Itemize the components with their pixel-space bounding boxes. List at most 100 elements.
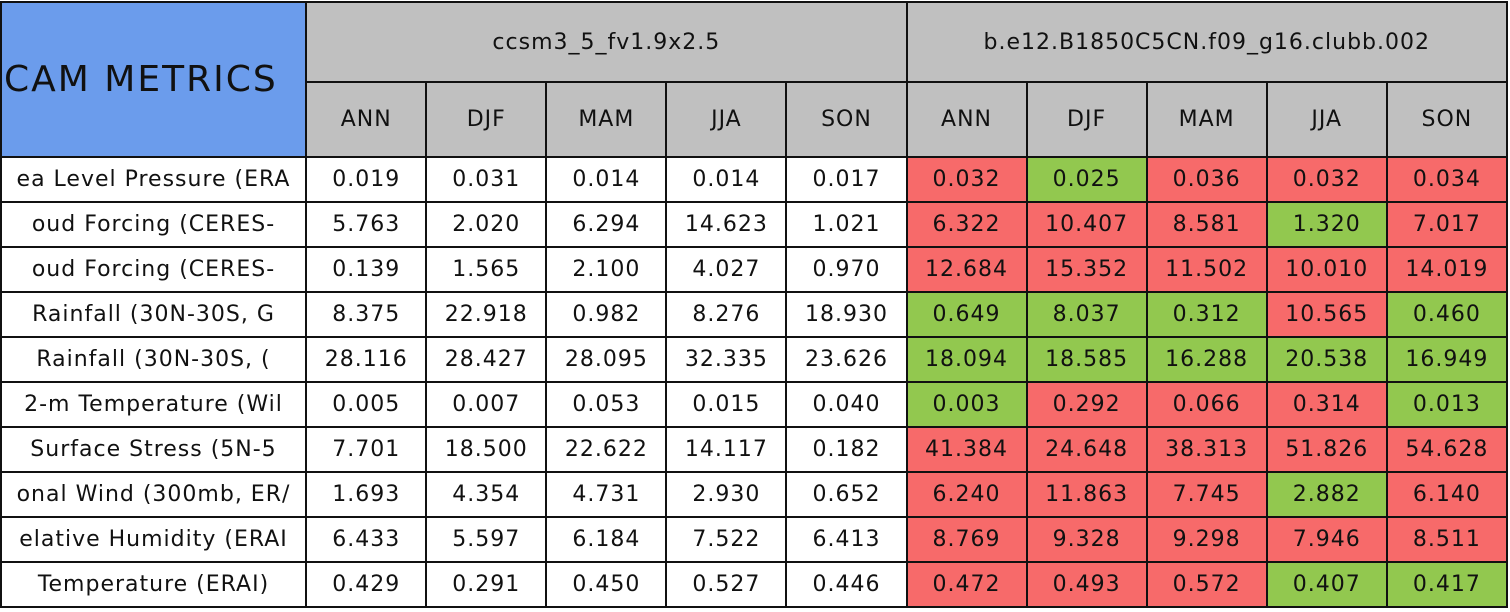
value-cell: 0.652 (785, 471, 908, 518)
value-cell: 0.472 (905, 561, 1028, 608)
value-cell: 0.407 (1265, 561, 1388, 608)
row-label: onal Wind (300mb, ER/ (16, 482, 291, 507)
value-cell: 0.460 (1385, 291, 1509, 338)
row-label: Temperature (ERAI) (37, 572, 270, 597)
value-cell: 1.565 (425, 246, 548, 293)
value-cell: 2.882 (1265, 471, 1388, 518)
value-cell: 0.053 (545, 381, 668, 428)
value-cell: 0.291 (425, 561, 548, 608)
value-cell: 2.100 (545, 246, 668, 293)
value-cell: 4.027 (665, 246, 788, 293)
value-cell: 41.384 (905, 426, 1028, 473)
value-cell: 22.622 (545, 426, 668, 473)
row-label: Rainfall (30N-30S, G (32, 302, 275, 327)
season-header: SON (785, 81, 908, 158)
value-cell: 6.140 (1385, 471, 1509, 518)
value-cell: 0.015 (665, 381, 788, 428)
value-cell: 28.116 (305, 336, 428, 383)
row-label: 2-m Temperature (Wil (24, 392, 283, 417)
data-row: Surface Stress (5N-5 7.701 18.500 22.622 14.… (0, 426, 1509, 473)
value-cell: 0.014 (665, 156, 788, 203)
value-cell: 0.040 (785, 381, 908, 428)
value-cell: 12.684 (905, 246, 1028, 293)
value-cell: 6.322 (905, 201, 1028, 248)
value-cell: 7.946 (1265, 516, 1388, 563)
value-cell: 28.427 (425, 336, 548, 383)
group-header: b.e12.B1850C5CN.f09_g16.clubb.002 (905, 1, 1508, 83)
value-cell: 2.930 (665, 471, 788, 518)
row-label-cell: ea Level Pressure (ERA (0, 156, 308, 203)
season-header: ANN (305, 81, 428, 158)
row-label-cell: Rainfall (30N-30S, G (0, 291, 308, 338)
value-cell: 0.312 (1145, 291, 1268, 338)
value-cell: 5.763 (305, 201, 428, 248)
row-label-cell: Surface Stress (5N-5 (0, 426, 308, 473)
value-cell: 0.013 (1385, 381, 1509, 428)
row-label-cell: oud Forcing (CERES- (0, 201, 308, 248)
row-label-cell: Rainfall (30N-30S, ( (0, 336, 308, 383)
data-row: oud Forcing (CERES- 0.139 1.565 2.100 4.027 0… (0, 246, 1509, 293)
season-header: MAM (545, 81, 668, 158)
value-cell: 11.502 (1145, 246, 1268, 293)
value-cell: 20.538 (1265, 336, 1388, 383)
value-cell: 2.020 (425, 201, 548, 248)
season-header: SON (1385, 81, 1509, 158)
data-row: oud Forcing (CERES- 5.763 2.020 6.294 14.623… (0, 201, 1509, 248)
value-cell: 16.288 (1145, 336, 1268, 383)
value-cell: 6.184 (545, 516, 668, 563)
value-cell: 10.010 (1265, 246, 1388, 293)
table-title: CAM METRICS (0, 1, 308, 158)
value-cell: 8.375 (305, 291, 428, 338)
data-row: elative Humidity (ERAI 6.433 5.597 6.184 7.5… (0, 516, 1509, 563)
value-cell: 54.628 (1385, 426, 1509, 473)
value-cell: 0.446 (785, 561, 908, 608)
value-cell: 0.017 (785, 156, 908, 203)
season-header: MAM (1145, 81, 1268, 158)
value-cell: 14.117 (665, 426, 788, 473)
data-row: Temperature (ERAI) 0.429 0.291 0.450 0.527 0.… (0, 561, 1509, 608)
value-cell: 8.037 (1025, 291, 1148, 338)
data-row: ea Level Pressure (ERA 0.019 0.031 0.014 0.0… (0, 156, 1509, 203)
value-cell: 14.019 (1385, 246, 1509, 293)
value-cell: 0.314 (1265, 381, 1388, 428)
value-cell: 18.585 (1025, 336, 1148, 383)
value-cell: 0.019 (305, 156, 428, 203)
row-label-cell: elative Humidity (ERAI (0, 516, 308, 563)
value-cell: 7.745 (1145, 471, 1268, 518)
value-cell: 0.493 (1025, 561, 1148, 608)
season-header: ANN (905, 81, 1028, 158)
value-cell: 28.095 (545, 336, 668, 383)
value-cell: 0.527 (665, 561, 788, 608)
value-cell: 1.021 (785, 201, 908, 248)
value-cell: 7.701 (305, 426, 428, 473)
value-cell: 8.511 (1385, 516, 1509, 563)
value-cell: 0.014 (545, 156, 668, 203)
value-cell: 1.320 (1265, 201, 1388, 248)
value-cell: 0.292 (1025, 381, 1148, 428)
value-cell: 51.826 (1265, 426, 1388, 473)
header-row: CAM METRICS ccsm3_5_fv1.9x2.5 b.e12.B1850C… (0, 1, 1508, 158)
data-row: 2-m Temperature (Wil 0.005 0.007 0.053 0.015… (0, 381, 1509, 428)
value-cell: 0.139 (305, 246, 428, 293)
value-cell: 7.522 (665, 516, 788, 563)
value-cell: 0.025 (1025, 156, 1148, 203)
value-cell: 18.930 (785, 291, 908, 338)
value-cell: 8.581 (1145, 201, 1268, 248)
season-row: ANN DJF MAM JJA SON ANN DJF MAM JJA SON (1, 81, 1509, 158)
value-cell: 6.294 (545, 201, 668, 248)
row-label: elative Humidity (ERAI (19, 527, 288, 552)
value-cell: 18.094 (905, 336, 1028, 383)
value-cell: 0.032 (905, 156, 1028, 203)
value-cell: 1.693 (305, 471, 428, 518)
value-cell: 15.352 (1025, 246, 1148, 293)
value-cell: 8.276 (665, 291, 788, 338)
value-cell: 14.623 (665, 201, 788, 248)
row-label-cell: onal Wind (300mb, ER/ (0, 471, 308, 518)
value-cell: 18.500 (425, 426, 548, 473)
group-header: ccsm3_5_fv1.9x2.5 (305, 1, 908, 83)
value-cell: 0.007 (425, 381, 548, 428)
value-cell: 22.918 (425, 291, 548, 338)
data-row: Rainfall (30N-30S, (28.116 28.427 28.095 32… (0, 336, 1509, 383)
row-label-cell: 2-m Temperature (Wil (0, 381, 308, 428)
